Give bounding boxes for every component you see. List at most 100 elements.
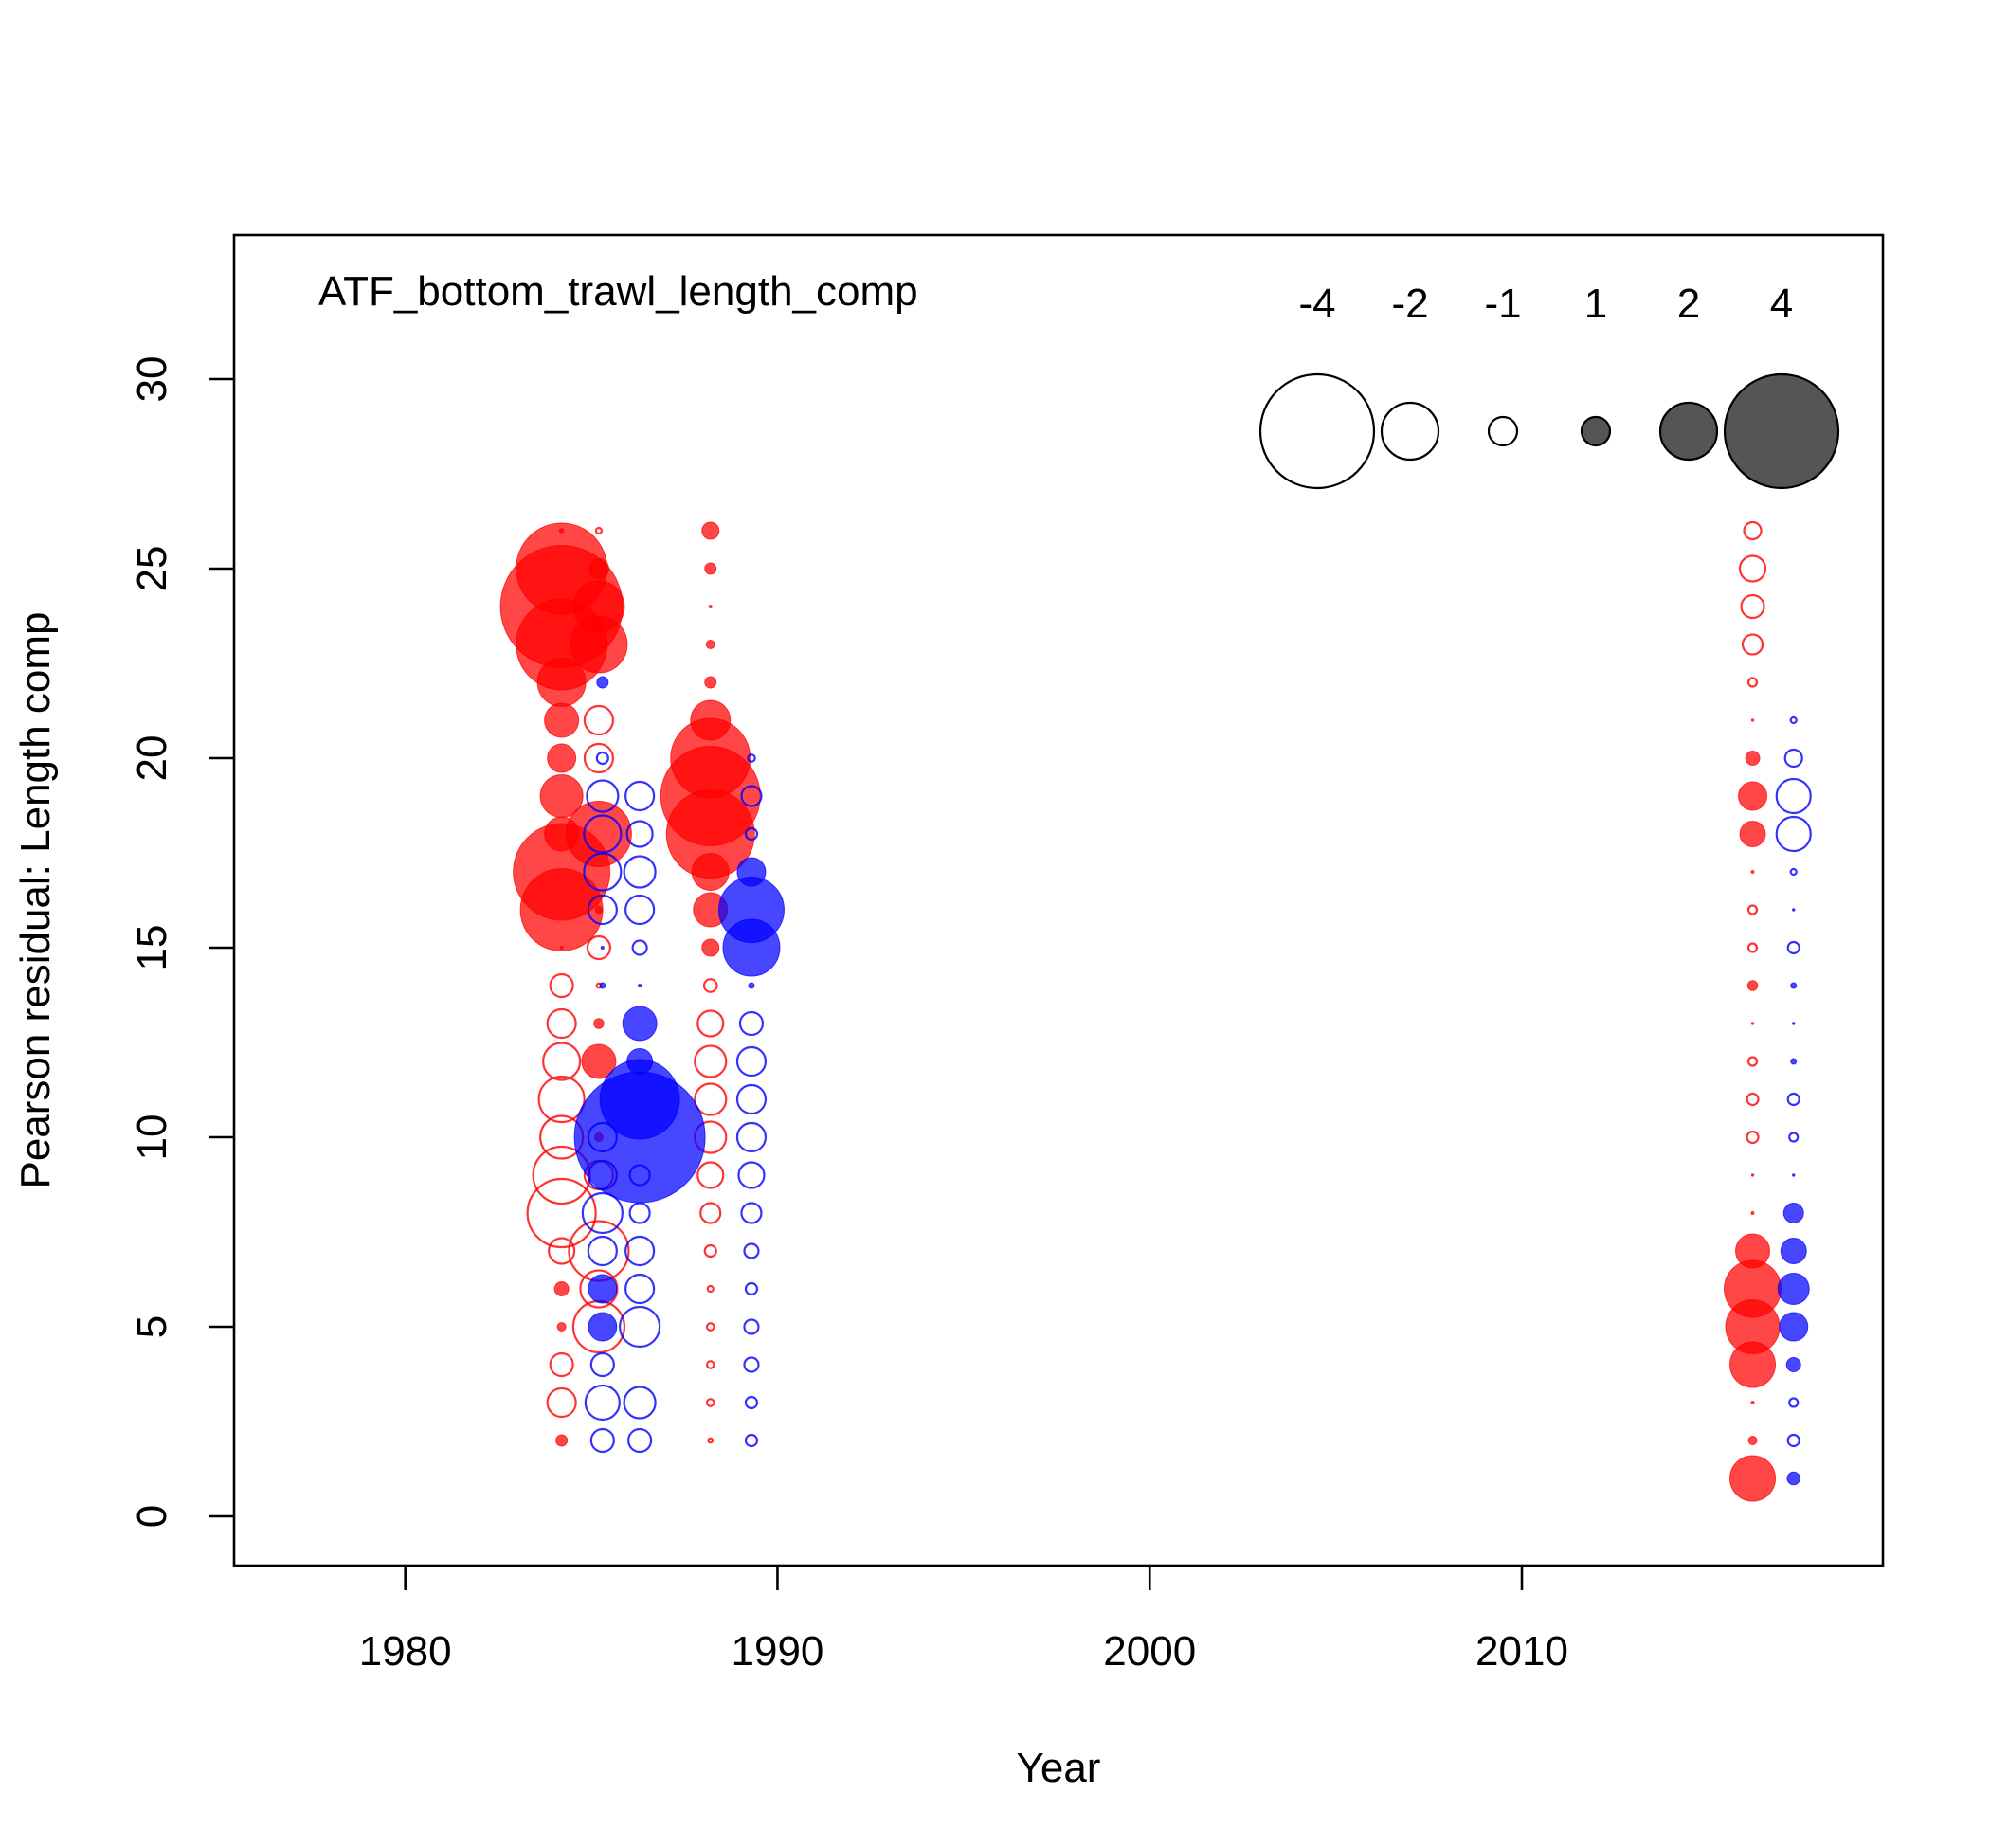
y-tick-label: 5 — [129, 1315, 175, 1338]
residual-bubble-positive — [1747, 1436, 1758, 1445]
residual-bubble-positive — [555, 1434, 569, 1447]
residual-bubble-negative — [707, 1437, 715, 1444]
residual-bubble-negative — [628, 1164, 651, 1187]
residual-bubble-positive — [1792, 908, 1796, 912]
residual-bubble-negative — [735, 1045, 768, 1078]
residual-bubble-positive — [565, 801, 632, 867]
residual-bubble-negative — [743, 1356, 760, 1373]
residual-bubble-positive — [1779, 1312, 1809, 1342]
residual-bubble-positive — [1729, 1341, 1777, 1388]
residual-bubble-positive — [536, 658, 587, 707]
plot-frame — [232, 233, 1885, 1567]
residual-bubble-negative — [589, 1427, 615, 1454]
residual-bubble-negative — [702, 978, 718, 993]
residual-bubble-positive — [588, 1312, 618, 1342]
y-tick-label: 30 — [129, 356, 175, 403]
residual-bubble-negative — [744, 826, 759, 842]
residual-bubble-negative — [623, 1386, 657, 1420]
residual-bubble-negative — [705, 1360, 715, 1369]
residual-bubble-negative — [735, 1083, 768, 1115]
residual-bubble-positive — [638, 984, 642, 987]
residual-bubble-positive — [594, 905, 604, 915]
residual-bubble-negative — [587, 894, 618, 926]
residual-bubble-negative — [735, 1121, 768, 1153]
residual-bubble-positive — [1777, 1273, 1810, 1305]
residual-bubble-negative — [1788, 1397, 1800, 1408]
residual-bubble-positive — [570, 615, 628, 674]
legend-label: 1 — [1584, 281, 1607, 327]
residual-bubble-negative — [594, 526, 604, 535]
residual-bubble-negative — [628, 1202, 651, 1224]
residual-bubble-negative — [589, 1351, 615, 1378]
y-tick-label: 25 — [129, 546, 175, 592]
residual-bubble-positive — [1750, 1401, 1755, 1404]
legend-bubble — [1723, 372, 1840, 490]
legend-bubble — [1258, 372, 1376, 490]
residual-bubble-negative — [740, 785, 763, 807]
residual-bubble-negative — [1788, 1132, 1800, 1143]
residual-bubble-positive — [704, 562, 717, 575]
residual-bubble-positive — [547, 743, 577, 773]
residual-bubble-positive — [553, 1281, 570, 1296]
residual-bubble-negative — [623, 855, 657, 889]
residual-bubble-negative — [631, 939, 648, 956]
residual-bubble-negative — [1743, 520, 1763, 541]
legend-bubble — [1658, 401, 1719, 462]
residual-bubble-negative — [549, 972, 574, 999]
residual-bubble-negative — [568, 1220, 630, 1282]
residual-bubble-negative — [737, 1161, 766, 1189]
residual-bubble-negative — [583, 742, 615, 774]
residual-bubble-negative — [694, 1044, 728, 1078]
residual-bubble-negative — [549, 1351, 574, 1378]
residual-bubble-negative — [546, 1007, 577, 1040]
x-tick-label: 1990 — [732, 1628, 824, 1675]
y-tick-label: 20 — [129, 735, 175, 782]
residual-bubble-negative — [1746, 1130, 1760, 1145]
residual-bubble-negative — [1738, 554, 1767, 583]
residual-bubble-positive — [708, 605, 713, 608]
residual-bubble-negative — [595, 751, 609, 766]
x-axis-label: Year — [1017, 1745, 1101, 1791]
legend-label: 2 — [1677, 281, 1700, 327]
residual-bubble-negative — [584, 1384, 621, 1422]
residual-bubble-positive — [691, 853, 730, 891]
residual-bubble-positive — [544, 702, 580, 738]
residual-bubble-positive — [748, 982, 755, 989]
residual-bubble-negative — [1741, 633, 1764, 656]
residual-bubble-negative — [1783, 748, 1803, 769]
residual-bubble-positive — [1782, 1203, 1804, 1223]
legend-bubble — [1487, 415, 1519, 447]
residual-bubble-positive — [1790, 1058, 1798, 1065]
residual-bubble-negative — [1746, 904, 1759, 915]
residual-bubble-negative — [624, 1235, 656, 1267]
residual-bubble-positive — [1750, 718, 1755, 722]
y-axis-label: Pearson residual: Length comp — [12, 611, 59, 1188]
residual-bubble-negative — [542, 1042, 582, 1081]
residual-bubble-negative — [744, 1395, 759, 1410]
residual-bubble-positive — [705, 640, 715, 649]
residual-bubble-negative — [1775, 815, 1812, 853]
residual-bubble-positive — [1739, 821, 1766, 847]
residual-bubble-positive — [1790, 982, 1798, 989]
x-axis: 1980 1990 2000 2010 — [359, 1566, 1568, 1675]
residual-bubble-negative — [1786, 940, 1800, 955]
residual-bubble-positive — [1780, 1238, 1807, 1264]
legend: -4 -2 -1 1 2 4 — [1258, 281, 1840, 490]
residual-bubble-positive — [588, 1274, 618, 1304]
residual-bubble-negative — [699, 1202, 722, 1224]
residual-bubble-negative — [583, 704, 615, 736]
residual-bubble-positive — [701, 938, 720, 957]
legend-label: -1 — [1484, 281, 1521, 327]
residual-bubble-negative — [1789, 716, 1798, 725]
residual-bubble-negative — [624, 780, 656, 812]
residual-bubble-positive — [559, 946, 564, 950]
residual-bubble-negative — [625, 820, 654, 848]
residual-bubble-negative — [581, 1191, 624, 1235]
residual-bubble-positive — [1746, 980, 1759, 991]
residual-bubble-positive — [1745, 751, 1761, 766]
legend-bubble — [1580, 415, 1612, 447]
residual-bubble-negative — [1786, 1433, 1800, 1448]
residual-bubble-negative — [696, 1161, 725, 1189]
y-tick-label: 15 — [129, 925, 175, 971]
chart-title: ATF_bottom_trawl_length_comp — [318, 268, 918, 315]
